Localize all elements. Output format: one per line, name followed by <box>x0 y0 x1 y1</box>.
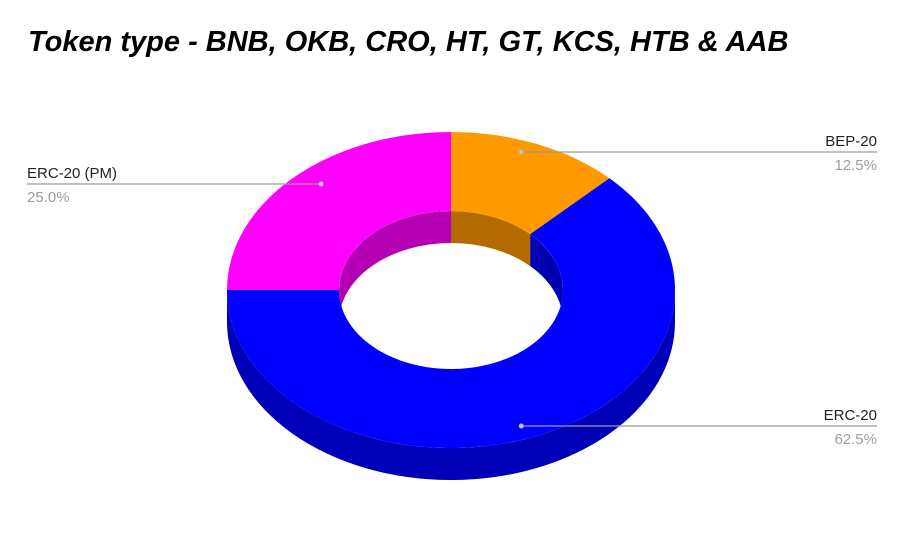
slice-label-erc-20-pm: ERC-20 (PM) <box>27 165 117 182</box>
slice-percent-bep-20: 12.5% <box>834 157 877 174</box>
chart-title: Token type - BNB, OKB, CRO, HT, GT, KCS,… <box>28 26 789 58</box>
slice-wall-erc-20 <box>227 290 675 480</box>
slice-labels: BEP-20 12.5% ERC-20 62.5% ERC-20 (PM) 25.0% <box>27 133 877 448</box>
slice-inner-wall-erc-20 <box>530 234 563 322</box>
slice-label-erc-20: ERC-20 <box>824 407 877 424</box>
slice-erc-20 <box>227 178 675 448</box>
slice-walls <box>227 211 675 480</box>
leader-dot-erc-20 <box>518 423 524 429</box>
slice-erc-20-pm <box>227 132 451 290</box>
slice-inner-wall-bep-20 <box>451 211 531 267</box>
slice-tops <box>227 132 675 448</box>
slice-bep-20 <box>451 132 610 235</box>
leader-dot-erc-20-pm <box>318 181 324 187</box>
slice-percent-erc-20: 62.5% <box>834 431 877 448</box>
slice-label-bep-20: BEP-20 <box>825 133 877 150</box>
leader-dot-bep-20 <box>518 149 524 155</box>
hole-walls <box>339 211 563 369</box>
slice-percent-erc-20-pm: 25.0% <box>27 189 70 206</box>
slice-inner-wall-erc-20-pm <box>339 211 451 322</box>
